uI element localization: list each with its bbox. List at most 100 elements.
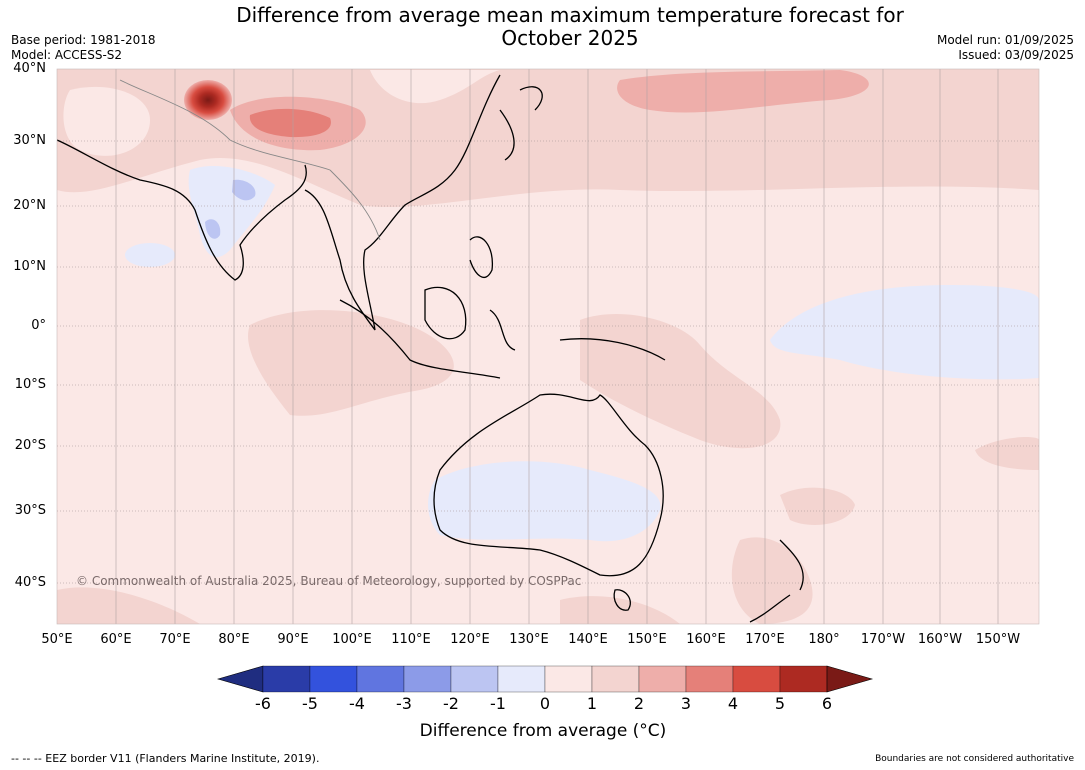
boundaries-disclaimer: Boundaries are not considered authoritat… [875,754,1074,764]
lat-label: 30°S [14,503,46,518]
colorbar-segment [356,665,405,693]
anomaly-tibet-gap [370,70,500,104]
coast-tasmania [613,589,631,611]
colorbar-segment [732,665,781,693]
base-period: Base period: 1981-2018 [11,33,156,47]
colorbar-segment [591,665,640,693]
lat-label: 30°N [13,133,46,148]
eez-border-legend: -- -- -- EEZ border V11 (Flanders Marine… [11,752,320,765]
lon-label: 60°E [100,632,132,647]
colorbar-segment [638,665,687,693]
colorbar-tick-label: 1 [586,694,598,713]
coast-borneo [424,286,467,340]
anomaly-indian-ocean-warm [248,310,454,416]
anomaly-nz-north-warm [780,487,855,525]
colorbar-tick-label: 2 [633,694,645,713]
lon-label: 150°E [627,632,667,647]
colorbar-tick-label: -4 [349,694,365,713]
colorbar-tick-label: -5 [302,694,318,713]
lon-label: 180° [808,632,840,647]
anomaly-himalaya-hot [249,108,331,138]
colorbar-segment [779,665,828,693]
colorbar-tick-label: 4 [727,694,739,713]
lon-label: 160°W [917,632,963,647]
coast-sumatra-java [339,299,501,379]
model-name: Model: ACCESS-S2 [11,48,123,62]
copyright-notice: © Commonwealth of Australia 2025, Bureau… [76,574,582,588]
meta-right: Model run: 01/09/2025 Issued: 03/09/2025 [937,33,1074,63]
coast-southeast-asia [304,74,501,331]
coast-australia [433,393,664,577]
coastlines [57,74,804,623]
colorbar-segment [685,665,734,693]
colorbar-segment [309,665,358,693]
lon-label: 160°E [686,632,726,647]
anomaly-arabian-sea-cool [125,243,175,267]
lat-label: 20°S [14,438,46,453]
title-line-2: October 2025 [501,26,639,50]
coast-south-asia [57,139,307,281]
coast-philippines [469,236,493,279]
coast-japan-korea [499,86,543,161]
map-frame [56,68,1040,625]
lon-label: 90°E [277,632,309,647]
lon-label: 130°E [509,632,549,647]
anomaly-kashmir-hotspot [184,80,232,120]
model-run: Model run: 01/09/2025 [936,33,1074,47]
lon-label: 70°E [159,632,191,647]
colorbar-segment [262,665,311,693]
anomaly-india-cooler [232,179,256,201]
lon-label: 50°E [41,632,73,647]
anomaly-tasman-warm [731,537,813,624]
issued-date: Issued: 03/09/2025 [958,48,1074,62]
lon-label: 170°E [745,632,785,647]
colorbar-extend-high [826,665,874,693]
lat-label: 40°S [14,575,46,590]
anomaly-pacific-cool [770,285,1039,380]
colorbar-label: Difference from average (°C) [419,721,667,741]
colorbar [216,665,874,693]
anomaly-east-warm [975,437,1039,470]
lat-label: 10°N [13,259,46,274]
colorbar-tick-label: -3 [396,694,412,713]
map-panel [57,69,1039,624]
coast-new-guinea [559,338,666,361]
lon-label: 170°W [860,632,906,647]
anomaly-southwest-warm [57,587,200,624]
meta-left: Base period: 1981-2018 Model: ACCESS-S2 [11,33,156,63]
map-title: Difference from average mean maximum tem… [150,4,990,50]
coast-sulawesi [489,309,516,351]
lon-label: 110°E [391,632,431,647]
colorbar-tick-label: -1 [490,694,506,713]
lat-label: 40°N [13,61,46,76]
colorbar-tick-label: 0 [539,694,551,713]
colorbar-tick-label: 5 [774,694,786,713]
colorbar-segment [403,665,452,693]
coast-new-zealand [749,539,804,623]
anomaly-png-warm [580,314,781,449]
colorbar-extend-low [216,665,264,693]
country-borders [119,79,381,241]
lat-label: 0° [31,318,46,333]
colorbar-tick-label: -6 [255,694,271,713]
colorbar-segment [497,665,546,693]
anomaly-west-gap [63,86,150,156]
anomaly-pacific-warm [617,70,869,113]
lon-label: 120°E [450,632,490,647]
colorbar-segment [450,665,499,693]
lon-label: 100°E [332,632,372,647]
colorbar-tick-label: 6 [821,694,833,713]
colorbar-tick-label: 3 [680,694,692,713]
anomaly-australia-cool [428,461,661,542]
colorbar-segment [544,665,593,693]
lon-label: 140°E [568,632,608,647]
lat-label: 10°S [14,377,46,392]
title-line-1: Difference from average mean maximum tem… [236,3,904,27]
lat-label: 20°N [13,198,46,213]
lon-label: 80°E [218,632,250,647]
colorbar-tick-label: -2 [443,694,459,713]
anomaly-south-warm [560,596,680,624]
border-lines [119,79,381,241]
gridlines [57,69,1039,624]
